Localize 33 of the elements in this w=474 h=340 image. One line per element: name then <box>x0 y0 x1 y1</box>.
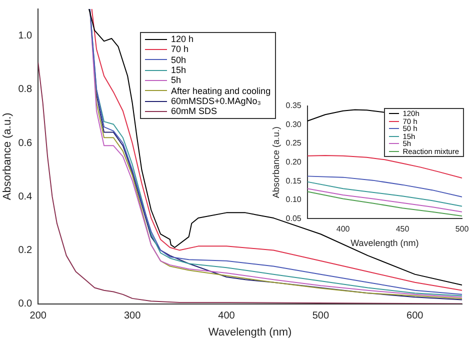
y-tick-label: 0.6 <box>18 138 33 149</box>
y-tick-label: 0.10 <box>286 195 302 204</box>
y-tick-label: 0.0 <box>18 298 33 310</box>
legend-label: 70 h <box>171 44 189 55</box>
x-tick-label: 400 <box>218 310 236 322</box>
x-tick-label: 300 <box>124 310 142 322</box>
y-tick-label: 0.25 <box>286 138 302 148</box>
legend-label: 50h <box>171 54 186 66</box>
y-axis-title: Absorbance (a.u.) <box>270 126 281 198</box>
legend-label: 120 h <box>171 34 194 44</box>
y-tick-label: 0.20 <box>286 158 302 167</box>
y-tick-label: 0.8 <box>18 84 33 96</box>
legend-label: 60mM SDS <box>171 106 218 117</box>
y-tick-label: 1.0 <box>18 30 33 42</box>
y-tick-label: 0.30 <box>286 120 302 129</box>
legend-label: 15h <box>171 65 186 76</box>
legend-label: After heating and cooling <box>171 86 271 96</box>
y-tick-label: 0.05 <box>286 214 302 223</box>
legend-label: 5h <box>171 75 182 86</box>
x-tick-label: 500 <box>455 224 470 234</box>
x-axis-title: Wavelength (nm) <box>208 326 292 338</box>
y-tick-label: 0.4 <box>18 191 33 202</box>
x-tick-label: 600 <box>406 310 424 322</box>
y-axis-title: Absorbance (a.u.) <box>2 112 14 200</box>
x-tick-label: 200 <box>30 310 47 322</box>
x-tick-label: 450 <box>396 224 410 234</box>
y-tick-label: 0.35 <box>286 101 302 110</box>
legend-label: 60mMSDS+0.MAgNo₃ <box>171 96 261 106</box>
x-tick-label: 400 <box>336 224 350 234</box>
y-tick-label: 0.2 <box>18 244 33 256</box>
y-tick-label: 0.15 <box>286 176 302 186</box>
x-axis-title: Wavelength (nm) <box>350 238 419 248</box>
x-tick-label: 500 <box>312 310 330 322</box>
